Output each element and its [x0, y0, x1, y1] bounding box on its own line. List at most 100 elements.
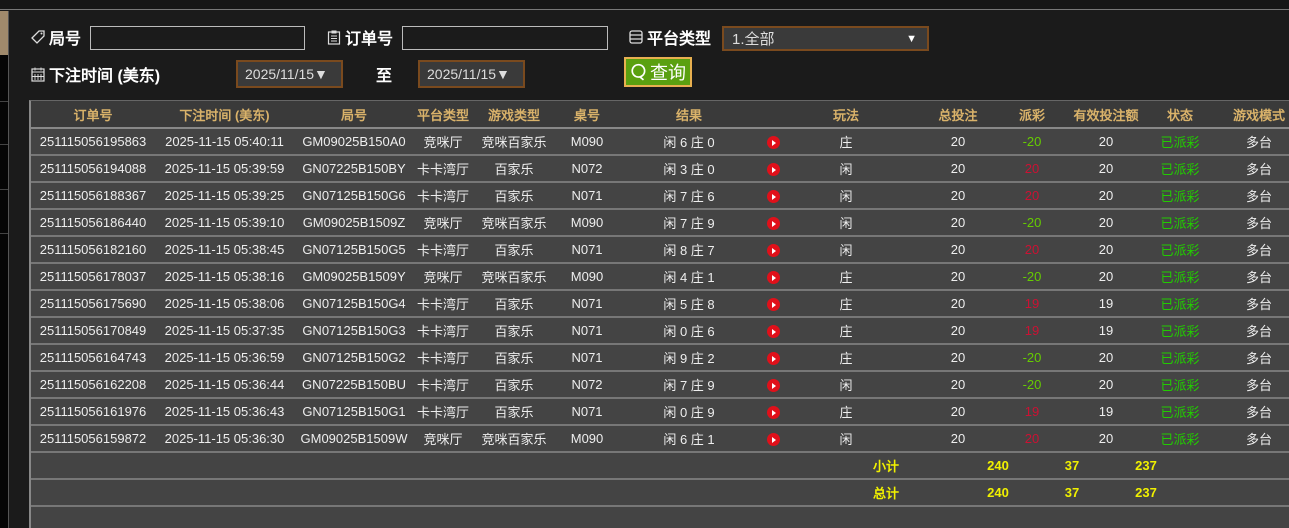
cell-platform: 卡卡湾厅 — [416, 189, 469, 204]
replay-button[interactable] — [760, 161, 786, 177]
cell-order-no: 251115056159872 — [39, 431, 147, 446]
cell-platform: 竞咪厅 — [423, 135, 463, 150]
search-icon — [631, 63, 646, 81]
cell-bet-type: 庄 — [839, 405, 853, 420]
cell-bet-type: 闲 — [839, 216, 853, 231]
total-valid-bet: 237 — [1135, 485, 1157, 500]
play-icon — [766, 298, 780, 312]
header-bet-type: 玩法 — [832, 107, 859, 123]
table-row: 251115056182160 2025-11-15 05:38:45 GN0712… — [31, 237, 1289, 264]
cell-valid-bet: 19 — [1098, 323, 1114, 338]
play-icon — [766, 136, 780, 150]
divider — [0, 144, 8, 145]
cell-total-bet: 20 — [950, 134, 966, 149]
cell-order-no: 251115056164743 — [39, 350, 147, 365]
cell-bet-time: 2025-11-15 05:37:35 — [164, 323, 285, 338]
date-from-value: 2025/11/15▼ — [245, 66, 328, 82]
cell-payout: 19 — [1024, 323, 1040, 338]
replay-button[interactable] — [760, 350, 786, 366]
replay-button[interactable] — [760, 377, 786, 393]
cell-round-no: GN07125B150G1 — [302, 404, 406, 419]
table-row: 251115056159872 2025-11-15 05:36:30 GM0902… — [31, 426, 1289, 453]
replay-button[interactable] — [760, 215, 786, 231]
query-button-label: 查询 — [650, 63, 686, 83]
cell-table-no: N072 — [571, 161, 603, 176]
cell-result: 闲 9 庄 2 — [663, 351, 715, 366]
header-total-bet: 总投注 — [938, 107, 978, 123]
table-row: 251115056161976 2025-11-15 05:36:43 GN0712… — [31, 399, 1289, 426]
order-input[interactable] — [402, 26, 608, 50]
cell-status: 已派彩 — [1160, 324, 1200, 339]
cell-order-no: 251115056194088 — [39, 161, 147, 176]
subtotal-row: 小计 240 37 237 — [31, 453, 1289, 480]
replay-button[interactable] — [760, 242, 786, 258]
table-row: 251115056170849 2025-11-15 05:37:35 GN0712… — [31, 318, 1289, 345]
cell-round-no: GM09025B1509Z — [302, 215, 406, 230]
cell-order-no: 251115056188367 — [39, 188, 147, 203]
subtotal-payout: 37 — [1064, 458, 1080, 473]
cell-game-mode: 多台 — [1245, 216, 1272, 231]
cell-game-type: 百家乐 — [494, 162, 534, 177]
cell-payout: -20 — [1022, 377, 1042, 392]
cell-total-bet: 20 — [950, 323, 966, 338]
header-platform: 平台类型 — [416, 107, 469, 123]
cell-payout: -20 — [1022, 269, 1042, 284]
cell-valid-bet: 20 — [1098, 188, 1114, 203]
replay-button[interactable] — [760, 431, 786, 447]
cell-payout: 19 — [1024, 296, 1040, 311]
cell-valid-bet: 19 — [1098, 296, 1114, 311]
cell-round-no: GN07125B150G2 — [302, 350, 406, 365]
cell-order-no: 251115056178037 — [39, 269, 147, 284]
divider — [0, 189, 8, 190]
divider — [0, 233, 8, 234]
cell-bet-type: 闲 — [839, 378, 853, 393]
cell-status: 已派彩 — [1160, 297, 1200, 312]
replay-button[interactable] — [760, 134, 786, 150]
replay-button[interactable] — [760, 188, 786, 204]
cell-round-no: GN07125B150G4 — [302, 296, 406, 311]
date-to-picker[interactable]: 2025/11/15▼ — [418, 60, 525, 88]
platform-select-value: 1.全部 — [732, 31, 775, 48]
platform-label: 平台类型 — [628, 25, 711, 49]
cell-round-no: GM09025B1509Y — [302, 269, 406, 284]
cell-bet-time: 2025-11-15 05:36:59 — [164, 350, 285, 365]
subtotal-label: 小计 — [872, 459, 899, 474]
cell-round-no: GN07125B150G5 — [302, 242, 406, 257]
query-button[interactable]: 查询 — [624, 57, 692, 87]
cell-table-no: N071 — [571, 323, 603, 338]
cell-bet-type: 庄 — [839, 135, 853, 150]
cell-game-mode: 多台 — [1245, 189, 1272, 204]
replay-button[interactable] — [760, 269, 786, 285]
replay-button[interactable] — [760, 323, 786, 339]
cell-result: 闲 6 庄 0 — [663, 135, 715, 150]
cell-platform: 卡卡湾厅 — [416, 324, 469, 339]
cell-platform: 竞咪厅 — [423, 270, 463, 285]
platform-select[interactable]: 1.全部 ▼ — [722, 26, 929, 51]
cell-payout: 19 — [1024, 404, 1040, 419]
table-header: 订单号 下注时间 (美东) 局号 平台类型 游戏类型 桌号 结果 玩法 总投注 派彩 有效投注额 状态… — [31, 101, 1289, 129]
header-status: 状态 — [1166, 107, 1193, 123]
cell-table-no: N072 — [571, 377, 603, 392]
cell-game-type: 竞咪百家乐 — [481, 135, 547, 150]
cell-table-no: N071 — [571, 296, 603, 311]
cell-bet-type: 闲 — [839, 432, 853, 447]
cell-result: 闲 0 庄 9 — [663, 405, 715, 420]
cell-game-mode: 多台 — [1245, 297, 1272, 312]
platform-label-text: 平台类型 — [647, 31, 712, 48]
date-from-picker[interactable]: 2025/11/15▼ — [236, 60, 343, 88]
round-label: 局号 — [30, 25, 81, 49]
replay-button[interactable] — [760, 296, 786, 312]
cell-order-no: 251115056175690 — [39, 296, 147, 311]
cell-bet-type: 庄 — [839, 270, 853, 285]
replay-button[interactable] — [760, 404, 786, 420]
cell-result: 闲 6 庄 1 — [663, 432, 715, 447]
cell-round-no: GN07125B150G3 — [302, 323, 406, 338]
cell-game-mode: 多台 — [1245, 162, 1272, 177]
cell-payout: -20 — [1022, 215, 1042, 230]
cell-bet-time: 2025-11-15 05:36:30 — [164, 431, 285, 446]
round-input[interactable] — [90, 26, 305, 50]
round-label-text: 局号 — [49, 31, 82, 48]
cell-valid-bet: 20 — [1098, 269, 1114, 284]
cell-status: 已派彩 — [1160, 378, 1200, 393]
sidebar-active-tab[interactable] — [0, 11, 8, 55]
